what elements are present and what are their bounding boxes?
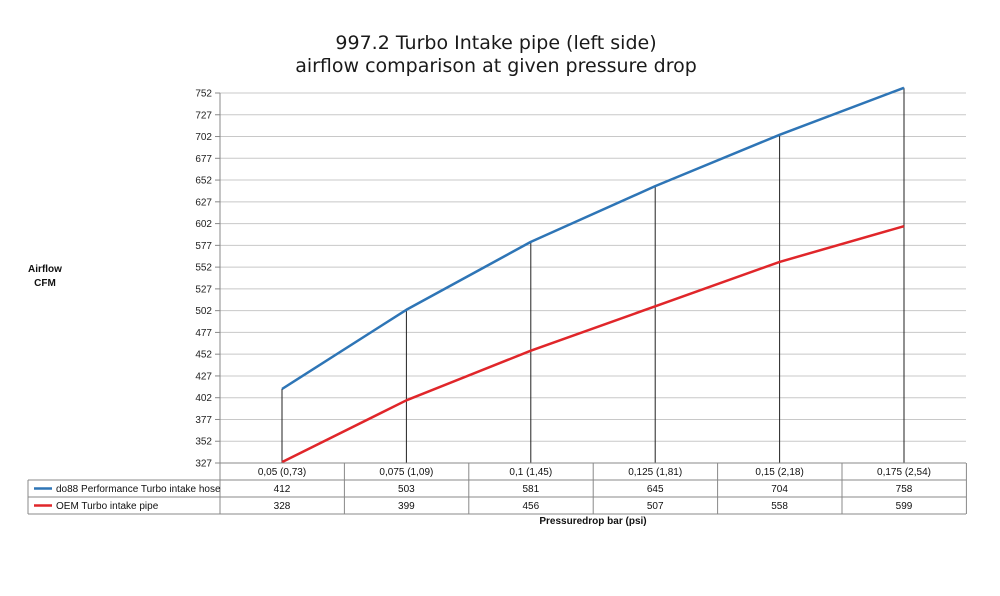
y-tick-label: 527 [195,284,212,295]
data-value: 599 [896,501,913,512]
data-value: 645 [647,484,664,495]
data-value: 503 [398,484,415,495]
y-tick-label: 327 [195,459,212,470]
y-tick-label: 377 [195,415,212,426]
y-tick-label: 677 [195,154,212,165]
series-lines [281,86,905,464]
x-tick-label: 0,15 (2,18) [755,467,803,478]
data-value: 758 [896,484,913,495]
y-tick-label: 577 [195,241,212,252]
x-tick-label: 0,075 (1,09) [379,467,433,478]
y-axis-label-line2: CFM [34,278,56,289]
drop-lines [281,87,905,463]
y-tick-label: 502 [195,306,212,317]
data-value: 507 [647,501,664,512]
data-value: 456 [522,501,539,512]
data-table: 0,05 (0,73) 0,075 (1,09) 0,1 (1,45) 0,125 (… [27,462,967,515]
y-tick-label: 452 [195,350,212,361]
y-tick-label: 352 [195,437,212,448]
data-value: 704 [771,484,788,495]
y-tick-label: 652 [195,176,212,187]
series-line-1 [281,224,905,464]
series-line-0 [281,86,905,391]
x-axis-label: Pressuredrop bar (psi) [539,516,646,527]
legend-label: do88 Performance Turbo intake hose [56,484,221,495]
y-tick-label: 602 [195,219,212,230]
data-value: 412 [274,484,291,495]
y-tick-labels: 327 352 377 402 427 452 477 502 527 552 577 602 627 6… [195,89,212,470]
x-tick-label: 0,125 (1,81) [628,467,682,478]
data-value: 581 [522,484,539,495]
y-tick-label: 727 [195,110,212,121]
y-tick-label: 477 [195,328,212,339]
y-tick-label: 552 [195,263,212,274]
data-value: 399 [398,501,415,512]
chart-subtitle: airflow comparison at given pressure dro… [295,55,697,77]
data-value: 328 [274,501,291,512]
y-axis-label-line1: Airflow [28,264,62,275]
y-tick-label: 702 [195,132,212,143]
y-tick-label: 752 [195,89,212,100]
x-tick-label: 0,1 (1,45) [509,467,552,478]
chart-title: 997.2 Turbo Intake pipe (left side) [335,32,656,54]
x-tick-label: 0,05 (0,73) [258,467,306,478]
y-tick-label: 402 [195,393,212,404]
x-tick-label: 0,175 (2,54) [877,467,931,478]
gridlines [215,92,966,464]
y-tick-label: 627 [195,197,212,208]
y-tick-label: 427 [195,371,212,382]
data-value: 558 [771,501,788,512]
legend-label: OEM Turbo intake pipe [56,501,159,512]
